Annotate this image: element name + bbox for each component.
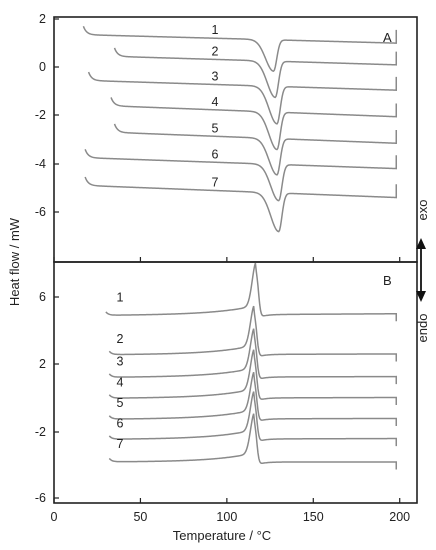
- y-tick-label: 0: [39, 60, 46, 74]
- panel-label-a: A: [383, 30, 392, 45]
- curve-label-b-1: 1: [117, 290, 124, 304]
- curve-label-b-5: 5: [117, 396, 124, 410]
- curve-label-b-7: 7: [117, 437, 124, 451]
- curve-a-7: [84, 176, 398, 233]
- endo-label: endo: [415, 314, 430, 343]
- panel-b-frame: [53, 261, 418, 504]
- curve-label-a-2: 2: [212, 44, 219, 58]
- y-axis-title: Heat flow / mW: [7, 217, 22, 306]
- x-tick-label: 100: [216, 510, 237, 524]
- curve-b-1: [105, 262, 398, 322]
- curve-b-4: [108, 349, 398, 406]
- y-tick-label: 6: [39, 290, 46, 304]
- exo-endo-arrow: [416, 238, 426, 302]
- curve-label-a-7: 7: [212, 175, 219, 189]
- curve-b-2: [108, 305, 398, 362]
- curve-a-4: [110, 97, 398, 151]
- curve-b-3: [108, 328, 398, 385]
- curve-b-5: [108, 372, 398, 426]
- frames: [53, 16, 418, 504]
- x-tick-label: 150: [303, 510, 324, 524]
- curve-label-b-4: 4: [117, 375, 124, 389]
- curve-b-6: [108, 391, 398, 447]
- y-tick-label: -4: [35, 157, 46, 171]
- x-tick-label: 0: [51, 510, 58, 524]
- curve-label-a-3: 3: [212, 69, 219, 83]
- y-tick-label: -6: [35, 205, 46, 219]
- curve-a-3: [87, 71, 398, 125]
- curve-label-a-6: 6: [212, 147, 219, 161]
- y-tick-label: 2: [39, 12, 46, 26]
- panel-label-b: B: [383, 273, 392, 288]
- curve-a-2: [113, 47, 398, 99]
- curve-label-a-4: 4: [212, 95, 219, 109]
- x-tick-label: 200: [389, 510, 410, 524]
- curve-label-a-1: 1: [212, 23, 219, 37]
- y-tick-label: -2: [35, 108, 46, 122]
- curve-label-b-6: 6: [117, 416, 124, 430]
- y-tick-label: -6: [35, 491, 46, 505]
- labels: 2 0 -2 -4 -6 A 1 2 3 4 5 6 7 6 2 -2 -6 0 50 100 150 200 B 1 2 3 4 5…: [35, 12, 410, 524]
- curve-a-5: [113, 123, 398, 176]
- curve-label-b-2: 2: [117, 332, 124, 346]
- curves: [82, 25, 398, 470]
- curve-label-b-3: 3: [117, 354, 124, 368]
- y-tick-label: -2: [35, 425, 46, 439]
- curve-a-1: [82, 25, 398, 73]
- exo-label: exo: [415, 200, 430, 221]
- x-tick-label: 50: [133, 510, 147, 524]
- panel-a-frame: [53, 16, 418, 263]
- curve-label-a-5: 5: [212, 121, 219, 135]
- curve-b-7: [108, 413, 398, 470]
- x-axis-title: Temperature / °C: [173, 528, 271, 543]
- y-tick-label: 2: [39, 357, 46, 371]
- curve-a-6: [84, 148, 398, 202]
